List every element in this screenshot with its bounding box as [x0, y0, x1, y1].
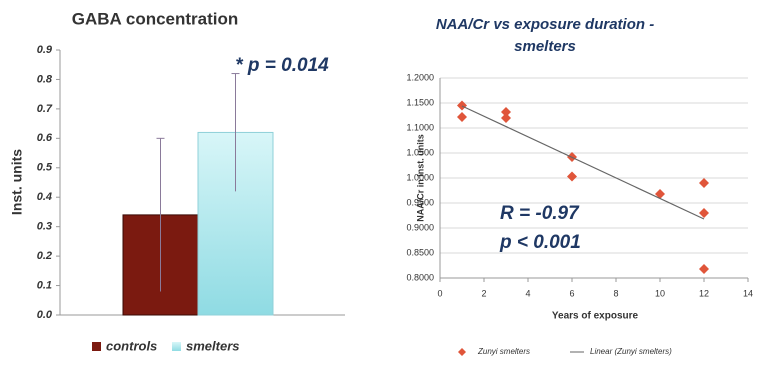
legend-label: Zunyi smelters [477, 347, 530, 356]
point [567, 171, 577, 182]
x-tick-label: 0 [437, 288, 442, 298]
y-tick-label: 0.3 [37, 221, 52, 233]
y-tick-label: 0.8500 [406, 247, 434, 257]
trend-line [461, 105, 705, 220]
legend-label: controls [106, 338, 157, 353]
y-tick-label: 0.5 [37, 162, 53, 174]
legend-label: smelters [186, 338, 239, 353]
x-tick-label: 2 [481, 288, 486, 298]
y-tick-label: 0.9 [37, 44, 53, 56]
x-tick-label: 8 [613, 288, 618, 298]
y-tick-label: 0.1 [37, 279, 52, 291]
legend-label: Linear (Zunyi smelters) [590, 347, 672, 356]
annotation: * p = 0.014 [235, 55, 329, 76]
y-tick-label: 1.1000 [406, 122, 434, 132]
y-tick-label: 0.9000 [406, 222, 434, 232]
y-tick-label: 1.0000 [406, 172, 434, 182]
legend-swatch [458, 348, 466, 356]
point [501, 107, 511, 117]
x-tick-label: 14 [743, 288, 753, 298]
point [655, 189, 665, 199]
y-tick-label: 0.4 [37, 191, 52, 203]
legend-swatch [92, 342, 101, 351]
point [699, 178, 709, 188]
point [457, 100, 467, 111]
x-tick-label: 10 [655, 288, 665, 298]
point [457, 112, 467, 122]
y-tick-label: 1.2000 [406, 72, 434, 82]
y-tick-label: 0.6 [37, 132, 53, 144]
y-tick-label: 0.2 [37, 250, 52, 262]
point [699, 264, 709, 274]
legend-swatch [172, 342, 181, 351]
y-tick-label: 0.0 [37, 309, 53, 321]
y-tick-label: 0.8000 [406, 272, 434, 282]
x-axis-label: Years of exposure [552, 311, 639, 322]
annotation: p < 0.001 [499, 232, 581, 253]
point [699, 208, 709, 218]
y-tick-label: 0.8 [37, 73, 53, 85]
x-tick-label: 4 [525, 288, 530, 298]
y-tick-label: 1.1500 [406, 97, 434, 107]
y-tick-label: 0.9500 [406, 197, 434, 207]
y-tick-label: 0.7 [37, 103, 53, 115]
annotation: R = -0.97 [500, 203, 580, 224]
chart-title: NAA/Cr vs exposure duration - smelters [435, 16, 655, 55]
y-tick-label: 1.0500 [406, 147, 434, 157]
y-axis-label: NAA/Cr in inst. units [415, 134, 425, 222]
chart-title: GABA concentration [72, 9, 239, 28]
point [501, 113, 511, 123]
x-tick-label: 6 [569, 288, 574, 298]
x-tick-label: 12 [699, 288, 709, 298]
y-axis-label: Inst. units [9, 149, 25, 215]
